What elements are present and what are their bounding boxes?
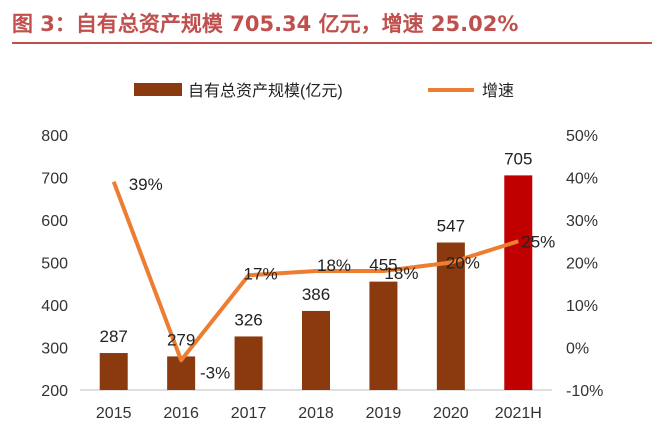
y-right-tick-label: 20% — [566, 256, 598, 273]
bar — [369, 281, 398, 390]
bar-value-label: 705 — [504, 149, 532, 168]
legend: 自有总资产规模(亿元) 增速 — [134, 82, 514, 100]
y-left-tick-label: 400 — [41, 298, 68, 315]
bar-value-label: 547 — [437, 217, 465, 236]
growth-value-label: 39% — [129, 175, 163, 194]
axes: 200 300 400 500 600 700 800 -10% 0% 10% 20% 30% 40% 5… — [41, 128, 603, 422]
y-right-tick-label: 30% — [566, 213, 598, 230]
bar-series — [99, 175, 533, 390]
x-tick-label: 2018 — [298, 405, 334, 422]
bar — [99, 353, 128, 390]
y-left-tick-label: 500 — [41, 256, 68, 273]
y-left-tick-label: 800 — [41, 128, 68, 145]
data-labels: 287 279 326 386 455 547 705 39% -3% 17% 18% 18% 20% 2… — [100, 149, 556, 382]
x-tick-label: 2017 — [231, 405, 267, 422]
y-left-tick-label: 300 — [41, 341, 68, 358]
bar-value-label: 287 — [100, 327, 128, 346]
growth-value-label: 18% — [384, 264, 418, 283]
x-tick-label: 2021H — [495, 405, 542, 422]
y-left-tick-label: 600 — [41, 213, 68, 230]
y-left-tick-label: 700 — [41, 171, 68, 188]
y-right-tick-label: 40% — [566, 171, 598, 188]
line-series — [111, 181, 519, 363]
bar — [234, 336, 263, 390]
x-tick-label: 2016 — [163, 405, 199, 422]
y-right-tick-label: 0% — [566, 341, 589, 358]
growth-value-label: 17% — [244, 264, 278, 283]
growth-value-label: -3% — [200, 363, 230, 382]
bar-value-label: 455 — [369, 256, 397, 275]
bar-value-label: 326 — [234, 310, 262, 329]
y-left-tick-label: 200 — [41, 383, 68, 400]
y-right-tick-label: 10% — [566, 298, 598, 315]
bar — [504, 175, 533, 390]
chart-title: 图 3：自有总资产规模 705.34 亿元，增速 25.02% — [12, 12, 519, 36]
x-tick-label: 2019 — [366, 405, 402, 422]
legend-label-line: 增速 — [482, 82, 514, 100]
bar — [302, 310, 330, 390]
y-right-tick-label: 50% — [566, 128, 598, 145]
legend-swatch-bar — [134, 83, 182, 96]
x-tick-label: 2020 — [433, 405, 469, 422]
title-underline — [12, 42, 652, 44]
growth-value-label: 25% — [521, 232, 555, 251]
x-tick-label: 2015 — [96, 405, 132, 422]
growth-value-label: 18% — [317, 256, 351, 275]
growth-value-label: 20% — [446, 254, 480, 273]
legend-label-bar: 自有总资产规模(亿元) — [188, 82, 343, 100]
y-right-tick-label: -10% — [566, 383, 603, 400]
bar-value-label: 279 — [167, 330, 195, 349]
bar — [436, 242, 465, 390]
bar-value-label: 386 — [302, 285, 330, 304]
